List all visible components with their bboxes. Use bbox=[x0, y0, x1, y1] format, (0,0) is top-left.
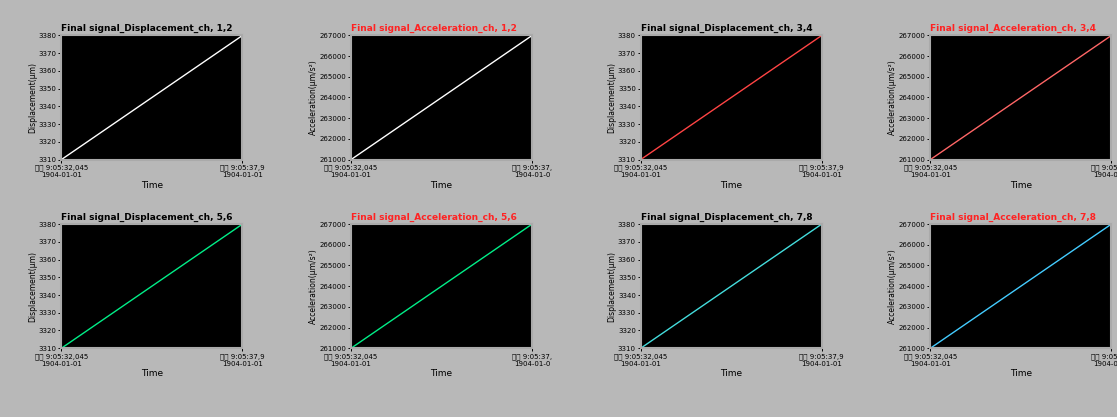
Text: Final signal_Displacement_ch, 5,6: Final signal_Displacement_ch, 5,6 bbox=[61, 213, 233, 222]
X-axis label: Time: Time bbox=[1010, 181, 1032, 190]
Y-axis label: Displacement(μm): Displacement(μm) bbox=[28, 62, 37, 133]
X-axis label: Time: Time bbox=[720, 181, 743, 190]
Y-axis label: Displacement(μm): Displacement(μm) bbox=[28, 251, 37, 322]
X-axis label: Time: Time bbox=[141, 369, 163, 379]
X-axis label: Time: Time bbox=[430, 181, 452, 190]
X-axis label: Time: Time bbox=[720, 369, 743, 379]
Text: Final signal_Displacement_ch, 1,2: Final signal_Displacement_ch, 1,2 bbox=[61, 24, 233, 33]
Text: Final signal_Acceleration_ch, 7,8: Final signal_Acceleration_ch, 7,8 bbox=[930, 213, 1097, 222]
Text: Final signal_Displacement_ch, 3,4: Final signal_Displacement_ch, 3,4 bbox=[641, 24, 812, 33]
Y-axis label: Acceleration(μm/s²): Acceleration(μm/s²) bbox=[888, 60, 897, 136]
X-axis label: Time: Time bbox=[1010, 369, 1032, 379]
Y-axis label: Acceleration(μm/s²): Acceleration(μm/s²) bbox=[888, 248, 897, 324]
X-axis label: Time: Time bbox=[141, 181, 163, 190]
Y-axis label: Displacement(μm): Displacement(μm) bbox=[608, 251, 617, 322]
Text: Final signal_Acceleration_ch, 3,4: Final signal_Acceleration_ch, 3,4 bbox=[930, 24, 1097, 33]
X-axis label: Time: Time bbox=[430, 369, 452, 379]
Text: Final signal_Acceleration_ch, 1,2: Final signal_Acceleration_ch, 1,2 bbox=[351, 24, 517, 33]
Text: Final signal_Acceleration_ch, 5,6: Final signal_Acceleration_ch, 5,6 bbox=[351, 213, 517, 222]
Y-axis label: Displacement(μm): Displacement(μm) bbox=[608, 62, 617, 133]
Text: Final signal_Displacement_ch, 7,8: Final signal_Displacement_ch, 7,8 bbox=[641, 213, 812, 222]
Y-axis label: Acceleration(μm/s²): Acceleration(μm/s²) bbox=[309, 60, 318, 136]
Y-axis label: Acceleration(μm/s²): Acceleration(μm/s²) bbox=[309, 248, 318, 324]
